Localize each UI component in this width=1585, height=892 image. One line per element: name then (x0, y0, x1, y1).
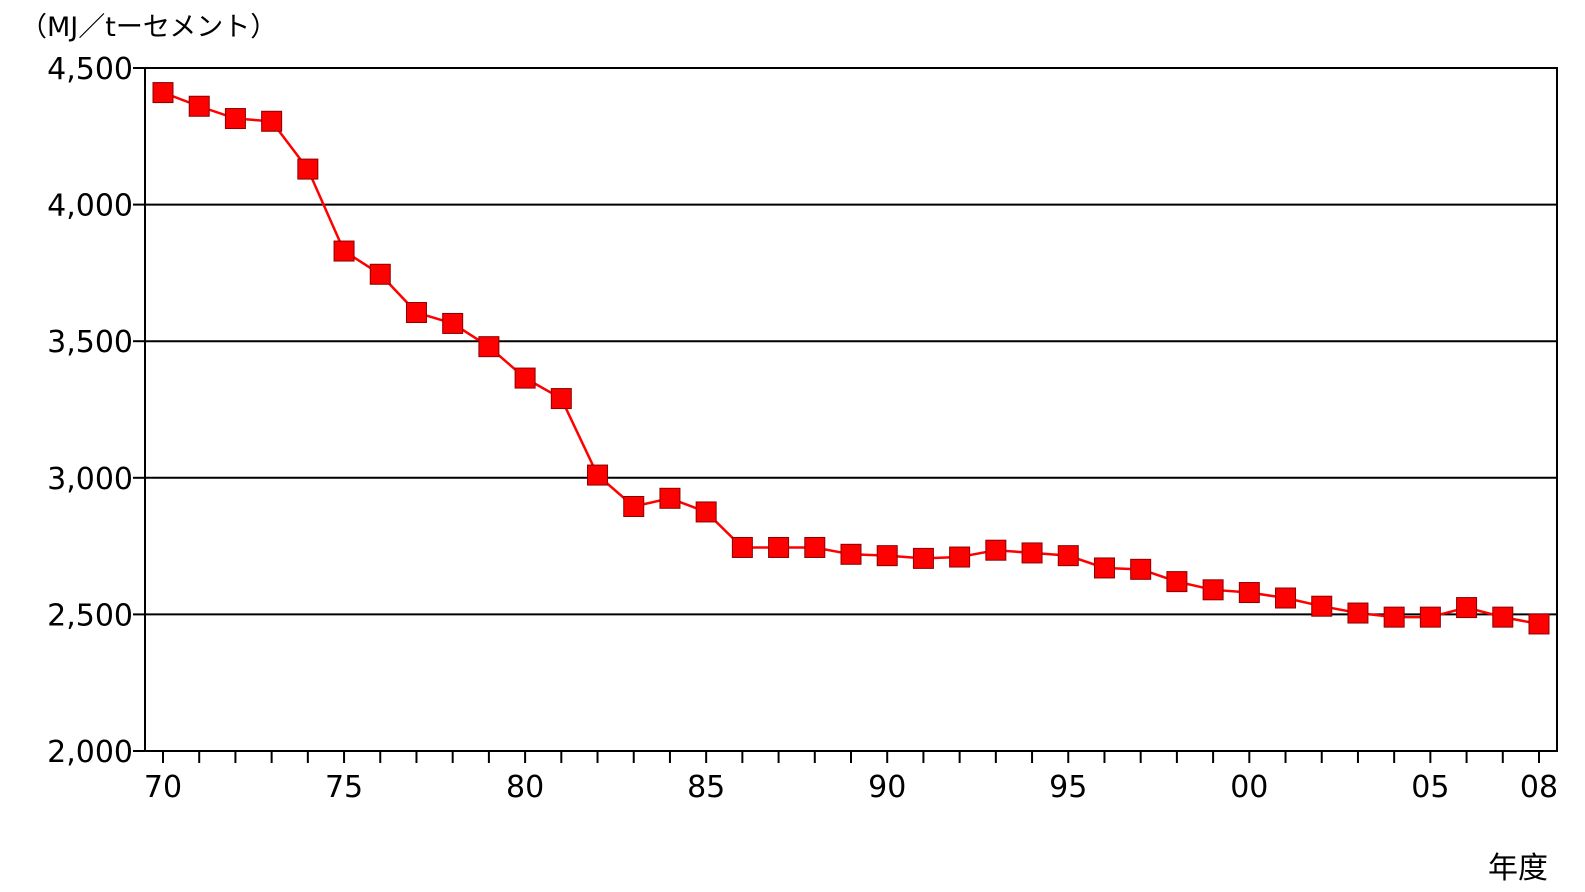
data-point-marker (1528, 613, 1550, 635)
data-point-marker (587, 464, 609, 486)
y-tick-label: 3,000 (47, 462, 133, 497)
data-point-marker (1419, 606, 1441, 628)
data-point-marker (1093, 557, 1115, 579)
data-point-marker (297, 158, 319, 180)
data-point-marker (550, 388, 572, 410)
data-point-marker (623, 495, 645, 517)
data-point-marker (695, 501, 717, 523)
x-axis-labels: 70 75 80 85 90 95 00 05 08 (144, 770, 1558, 805)
data-point-marker (840, 543, 862, 565)
data-point-marker (1057, 545, 1079, 567)
data-point-marker (442, 312, 464, 334)
data-point-marker (1492, 606, 1514, 628)
data-point-marker (478, 336, 500, 358)
data-point-marker (731, 536, 753, 558)
data-point-marker (1130, 558, 1152, 580)
y-tick-label: 4,500 (47, 52, 133, 87)
data-point-marker (804, 536, 826, 558)
x-axis-label: 年度 (1488, 851, 1548, 886)
x-tick-label: 95 (1049, 770, 1087, 805)
x-tick-label: 70 (144, 770, 182, 805)
data-point-marker (333, 240, 355, 262)
data-point-marker (659, 487, 681, 509)
data-point-marker (1202, 579, 1224, 601)
y-axis-unit-label: （MJ／tーセメント） (20, 12, 277, 43)
data-point-marker (1347, 602, 1369, 624)
data-point-marker (1021, 542, 1043, 564)
y-tick-label: 2,000 (47, 735, 133, 770)
data-point-marker (188, 95, 210, 117)
data-point-marker (514, 367, 536, 389)
data-point-marker (949, 546, 971, 568)
y-tick-label: 3,500 (47, 325, 133, 360)
data-point-marker (261, 110, 283, 132)
x-tick-label: 80 (506, 770, 544, 805)
data-point-marker (768, 536, 790, 558)
data-point-marker (1166, 571, 1188, 593)
x-tick-label: 85 (687, 770, 725, 805)
data-point-marker (405, 302, 427, 324)
data-point-marker (1275, 587, 1297, 609)
x-tick-label: 75 (325, 770, 363, 805)
data-point-marker (152, 82, 174, 104)
y-tick-label: 4,000 (47, 189, 133, 224)
data-point-marker (224, 108, 246, 130)
data-point-marker (876, 545, 898, 567)
data-series (152, 82, 1550, 635)
x-tick-label: 05 (1411, 770, 1449, 805)
data-point-marker (1383, 606, 1405, 628)
x-tick-label: 08 (1520, 770, 1558, 805)
data-point-marker (1311, 595, 1333, 617)
x-axis-ticks (162, 751, 1540, 763)
x-tick-label: 90 (868, 770, 906, 805)
data-point-marker (912, 547, 934, 569)
grid-lines (133, 67, 1557, 752)
data-point-marker (985, 539, 1007, 561)
data-point-marker (1238, 582, 1260, 604)
data-point-marker (369, 263, 391, 285)
data-point-marker (1456, 597, 1478, 619)
y-tick-label: 2,500 (47, 598, 133, 633)
x-tick-label: 00 (1230, 770, 1268, 805)
y-axis-labels: 2,000 2,500 3,000 3,500 4,000 4,500 (47, 52, 133, 770)
plot-area (144, 67, 1558, 752)
